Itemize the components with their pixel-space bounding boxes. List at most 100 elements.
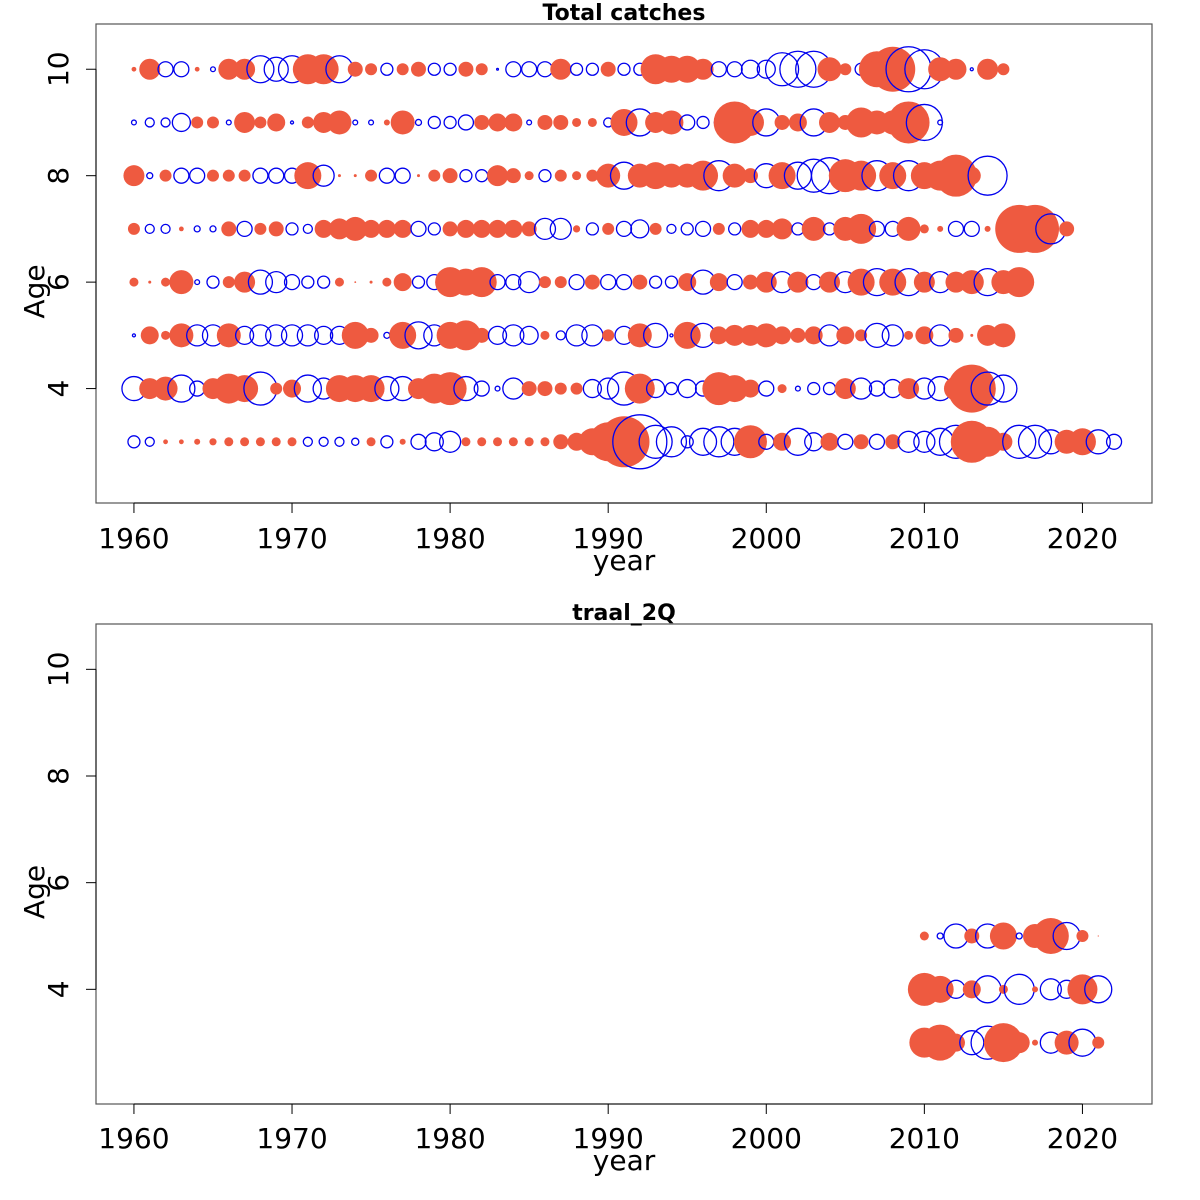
residual-bubble-positive	[382, 277, 392, 287]
residual-bubble-negative	[414, 118, 423, 127]
residual-bubble-positive	[712, 222, 725, 235]
residual-bubble-positive	[169, 323, 194, 348]
residual-bubble-negative	[989, 374, 1018, 403]
residual-bubble-negative	[301, 275, 315, 289]
residual-bubble-negative	[368, 119, 375, 126]
residual-bubble-negative	[645, 378, 666, 399]
y-axis-label: Age	[18, 264, 51, 318]
residual-bubble-negative	[131, 333, 137, 338]
residual-bubble-positive	[357, 375, 385, 403]
residual-bubble-positive	[1032, 1039, 1039, 1046]
residual-bubble-positive	[537, 381, 553, 397]
residual-bubble-negative	[312, 164, 335, 187]
x-tick-label: 1960	[98, 522, 169, 555]
residual-bubble-positive	[773, 326, 792, 345]
residual-bubble-negative	[796, 158, 831, 193]
y-tick-label: 6	[42, 273, 75, 291]
residual-bubble-negative	[783, 427, 813, 456]
residual-bubble-positive	[218, 58, 240, 80]
residual-bubble-negative	[947, 220, 965, 238]
x-axis-label: year	[593, 544, 656, 577]
residual-bubble-negative	[555, 330, 566, 341]
residual-bubble-positive	[538, 276, 551, 289]
residual-bubble-negative	[638, 424, 673, 459]
residual-bubble-negative	[167, 374, 196, 403]
residual-bubble-positive	[709, 326, 728, 345]
residual-bubble-positive	[554, 169, 567, 182]
residual-bubble-negative	[1085, 429, 1111, 455]
residual-bubble-negative	[146, 172, 154, 180]
residual-bubble-negative	[936, 932, 944, 940]
residual-bubble-positive	[596, 163, 621, 188]
residual-bubble-positive	[488, 113, 507, 132]
residual-bubble-negative	[688, 427, 718, 456]
residual-bubble-positive	[169, 270, 194, 295]
residual-bubble-negative	[186, 324, 209, 347]
residual-bubble-positive	[962, 980, 981, 999]
x-tick-label: 2010	[889, 1122, 960, 1155]
residual-bubble-negative	[666, 223, 677, 235]
residual-bubble-negative	[268, 167, 285, 184]
residual-bubble-negative	[617, 62, 631, 76]
residual-bubble-negative	[1003, 973, 1035, 1005]
residual-bubble-positive	[159, 169, 172, 182]
residual-bubble-negative	[263, 56, 289, 82]
residual-bubble-negative	[453, 375, 479, 402]
residual-bubble-negative	[173, 167, 190, 184]
residual-bubble-positive	[977, 58, 999, 80]
residual-bubble-positive	[475, 63, 488, 76]
residual-bubble-negative	[316, 275, 331, 289]
residual-bubble-negative	[427, 62, 441, 76]
y-tick-label: 6	[42, 874, 75, 892]
residual-bubble-positive	[194, 66, 200, 72]
residual-bubble-positive	[768, 162, 796, 190]
residual-bubble-negative	[655, 426, 688, 458]
residual-bubble-positive	[178, 226, 184, 232]
residual-bubble-negative	[173, 61, 190, 78]
residual-bubble-negative	[378, 167, 396, 184]
residual-bubble-negative	[157, 61, 174, 78]
y-tick-label: 4	[42, 380, 75, 398]
residual-bubble-positive	[1032, 918, 1069, 954]
residual-bubble-negative	[794, 385, 801, 392]
residual-bubble-negative	[536, 61, 554, 78]
residual-bubble-negative	[694, 220, 712, 238]
residual-bubble-negative	[1017, 424, 1053, 459]
residual-bubble-negative	[804, 432, 824, 452]
residual-bubble-positive	[817, 57, 842, 82]
residual-bubble-positive	[584, 274, 600, 290]
residual-bubble-positive	[898, 378, 920, 400]
residual-bubble-negative	[680, 222, 694, 236]
residual-bubble-positive	[962, 166, 981, 185]
residual-bubble-positive	[1059, 221, 1075, 237]
residual-bubble-positive	[722, 163, 747, 188]
residual-bubble-positive	[998, 984, 1008, 994]
residual-bubble-positive	[570, 382, 583, 395]
residual-bubble-negative	[568, 273, 585, 291]
residual-bubble-positive	[790, 327, 806, 343]
residual-bubble-negative	[144, 117, 155, 128]
residual-bubble-negative	[740, 59, 761, 79]
residual-bubble-negative	[296, 324, 319, 347]
y-tick-label: 8	[42, 767, 75, 785]
residual-bubble-positive	[773, 432, 792, 451]
residual-bubble-positive	[870, 46, 916, 92]
residual-bubble-negative	[189, 380, 206, 397]
residual-bubble-negative	[130, 119, 137, 126]
residual-bubble-positive	[450, 320, 481, 351]
y-tick-label: 10	[42, 652, 75, 688]
residual-bubble-negative	[600, 273, 617, 291]
residual-bubble-positive	[393, 273, 412, 292]
residual-bubble-positive	[524, 437, 534, 447]
residual-bubble-positive	[989, 922, 1017, 950]
residual-bubble-negative	[411, 275, 426, 289]
residual-bubble-positive	[271, 437, 281, 447]
residual-bubble-negative	[289, 120, 295, 125]
residual-bubble-positive	[632, 274, 648, 290]
residual-bubble-positive	[600, 61, 616, 77]
residual-bubble-negative	[487, 325, 508, 346]
residual-bubble-positive	[553, 434, 569, 450]
residual-bubble-positive	[709, 273, 728, 292]
residual-bubble-negative	[459, 169, 473, 183]
residual-bubble-negative	[868, 220, 886, 238]
